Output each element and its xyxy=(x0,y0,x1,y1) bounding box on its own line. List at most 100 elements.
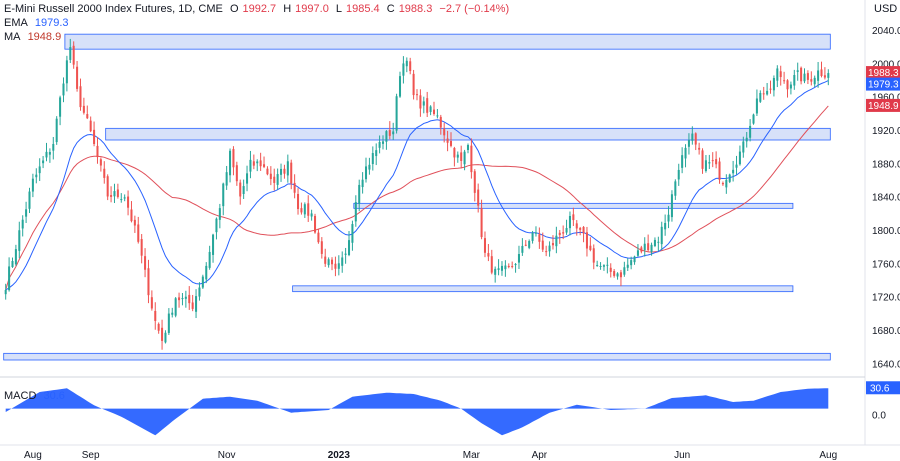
candle xyxy=(623,261,626,277)
candle-body xyxy=(388,130,391,136)
candle-body xyxy=(106,176,109,197)
price-tick-label: 1960.0 xyxy=(872,93,900,104)
candle xyxy=(174,297,177,318)
candle-body xyxy=(728,174,731,182)
candle-body xyxy=(11,261,14,268)
candle xyxy=(106,174,109,201)
candle-body xyxy=(589,245,592,250)
candle-body xyxy=(205,265,208,280)
price-tick-label: 1720.0 xyxy=(872,293,900,304)
candle-body xyxy=(130,209,133,222)
candle xyxy=(293,174,296,199)
ma-legend[interactable]: MA 1948.9 xyxy=(4,31,65,43)
candle xyxy=(759,90,762,103)
candle xyxy=(745,131,748,148)
candle-body xyxy=(633,256,636,263)
candle-body xyxy=(803,73,806,82)
candle-body xyxy=(602,265,605,267)
candle xyxy=(11,257,14,268)
candle xyxy=(86,105,89,120)
candle xyxy=(789,81,792,95)
candle xyxy=(494,266,497,283)
candle xyxy=(161,319,164,350)
candle-body xyxy=(154,310,157,321)
candle-body xyxy=(776,68,779,81)
candle xyxy=(755,89,758,116)
candle-body xyxy=(626,264,629,268)
candle xyxy=(385,130,388,150)
candle xyxy=(120,193,123,203)
candle-body xyxy=(276,174,279,185)
candle xyxy=(670,190,673,222)
candle-body xyxy=(93,129,96,144)
candle xyxy=(585,226,588,257)
candle xyxy=(167,308,170,335)
candle-body xyxy=(38,166,41,174)
candle-body xyxy=(681,155,684,168)
close-value: 1988.3 xyxy=(398,3,433,15)
candle-body xyxy=(409,61,412,72)
price-zone-4 xyxy=(292,285,794,293)
candle-body xyxy=(759,92,762,102)
candle-body xyxy=(507,265,510,267)
candle-body xyxy=(558,232,561,236)
candle-body xyxy=(660,226,663,245)
candle-body xyxy=(225,172,228,186)
price-tick-label: 1880.0 xyxy=(872,159,900,170)
candle xyxy=(517,245,520,269)
candle-body xyxy=(263,164,266,167)
candle-body xyxy=(691,133,694,141)
candle xyxy=(392,122,395,140)
candle xyxy=(232,146,235,176)
candle xyxy=(154,302,157,330)
candle-body xyxy=(344,253,347,255)
candle-body xyxy=(742,141,745,153)
candle xyxy=(813,75,816,88)
candle xyxy=(466,143,470,154)
candle-body xyxy=(157,323,160,331)
candle xyxy=(402,56,405,84)
candle-body xyxy=(572,214,575,221)
candle-body xyxy=(487,253,490,257)
open-key: O xyxy=(229,3,239,15)
candle-body xyxy=(89,120,92,132)
candle-body xyxy=(103,168,106,178)
candle-body xyxy=(670,194,673,218)
candle xyxy=(453,146,456,167)
macd-legend[interactable]: MACD 30.6 xyxy=(4,390,69,402)
candle-body xyxy=(789,84,792,89)
candle xyxy=(463,149,466,171)
candle xyxy=(327,257,330,268)
candle-body xyxy=(443,128,446,136)
ema-legend[interactable]: EMA 1979.3 xyxy=(4,17,73,29)
candle-body xyxy=(201,276,204,288)
candle xyxy=(324,248,327,267)
candle-body xyxy=(514,264,517,266)
close-price-badge xyxy=(866,66,900,80)
candle-body xyxy=(375,150,378,157)
candle xyxy=(269,166,272,186)
candle xyxy=(715,151,718,169)
candle-body xyxy=(52,143,55,151)
candle-body xyxy=(215,218,218,233)
candle-body xyxy=(127,196,130,208)
candle-body xyxy=(31,178,34,192)
candle xyxy=(249,150,252,179)
symbol-title: E-Mini Russell 2000 Index Futures, 1D, C… xyxy=(4,3,223,15)
candle xyxy=(783,71,786,84)
candle-body xyxy=(79,86,82,108)
candle xyxy=(582,226,585,243)
candle xyxy=(439,114,442,135)
candle-body xyxy=(772,77,775,91)
candle-body xyxy=(256,161,259,164)
candle xyxy=(263,156,266,169)
candle xyxy=(551,235,554,250)
candle-body xyxy=(820,69,823,76)
candle xyxy=(589,237,592,252)
candle xyxy=(776,65,779,88)
candle xyxy=(147,259,150,304)
candle xyxy=(307,195,310,222)
candle-body xyxy=(385,131,388,142)
